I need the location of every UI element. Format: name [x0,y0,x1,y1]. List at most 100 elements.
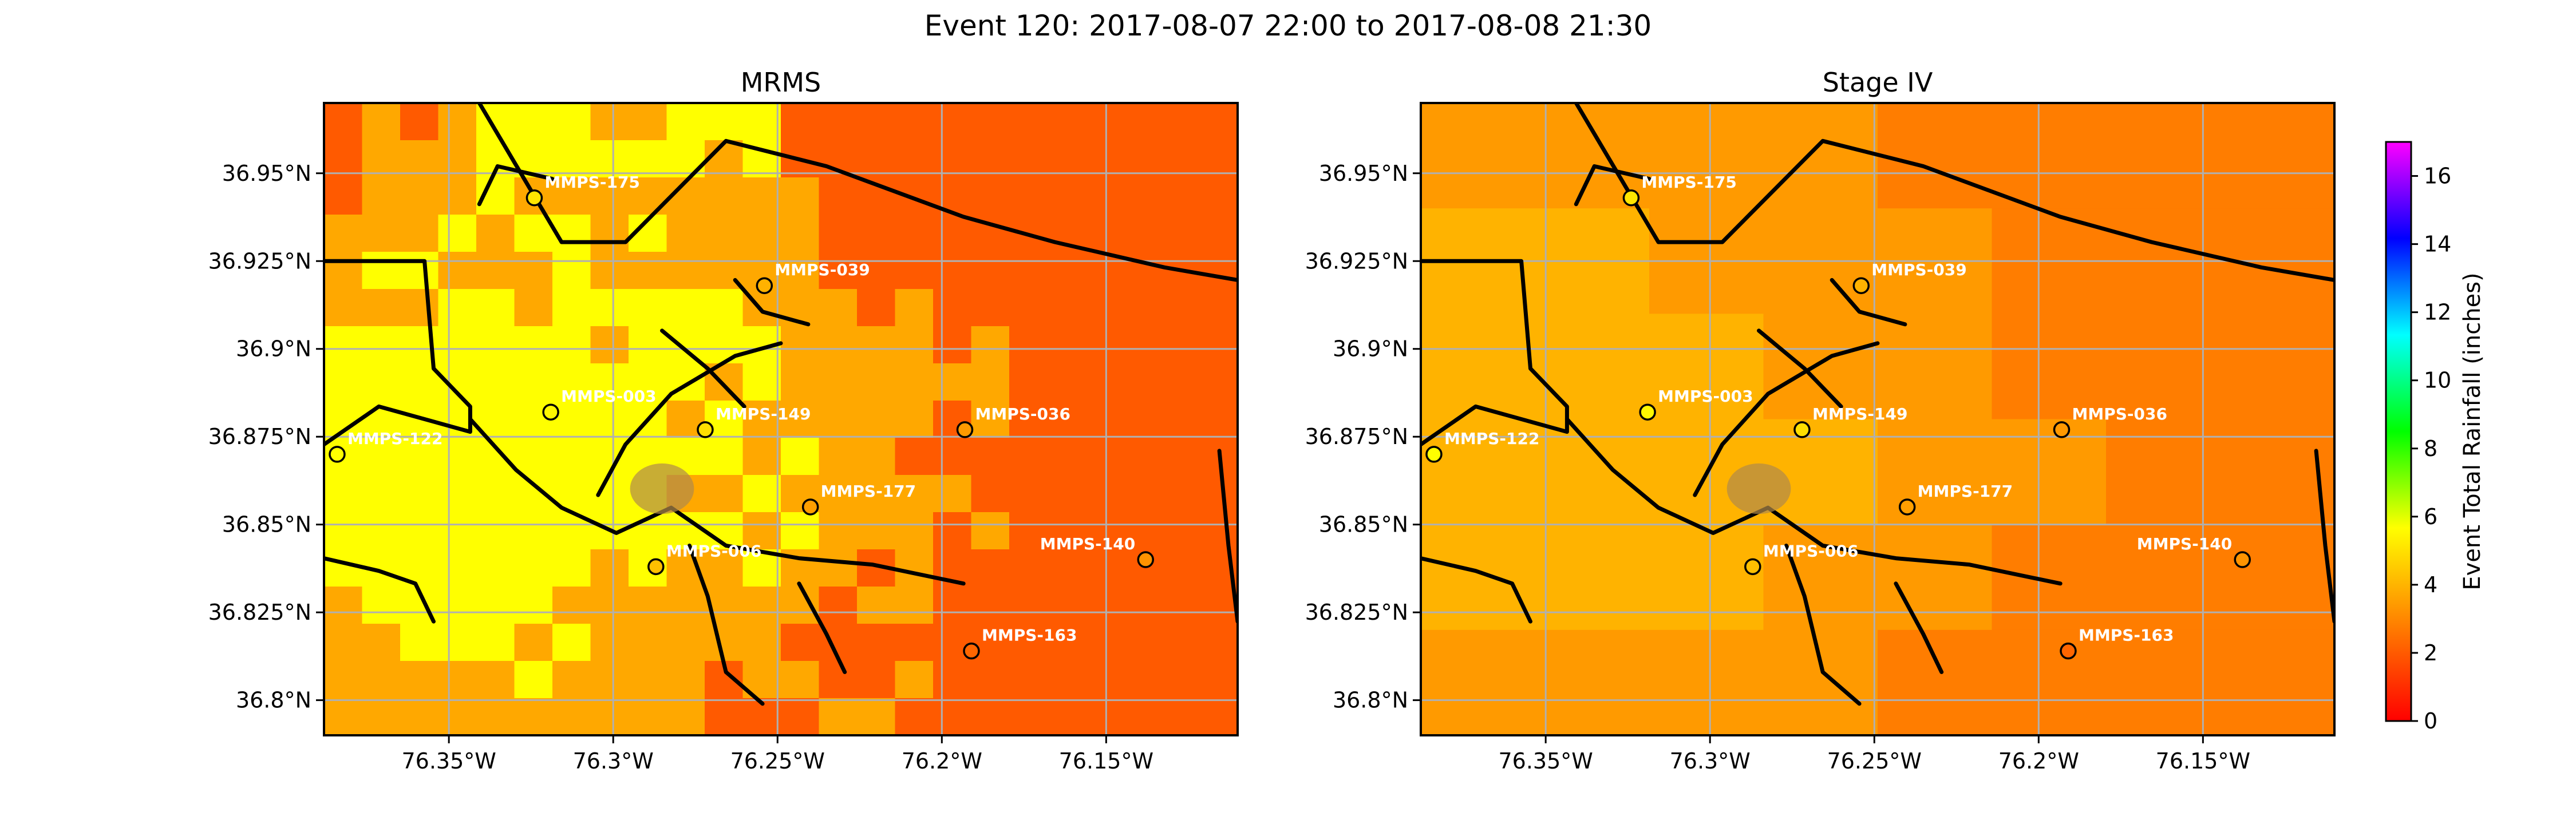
station-marker[interactable] [956,421,974,438]
station-marker[interactable] [329,446,346,463]
raster-cell [1199,140,1238,178]
raster-cell [2220,629,2334,735]
raster-cell [1199,512,1238,550]
raster-cell [1047,624,1086,661]
raster-cell [1047,475,1086,513]
raster-cell [971,103,1010,141]
raster-cell [1199,252,1238,290]
raster-cell [590,140,629,178]
raster-cell [895,363,934,401]
raster-cell [933,326,972,364]
station-mmps-177[interactable]: MMPS-177 [801,482,916,516]
station-marker[interactable] [2234,551,2251,568]
raster-cell [590,289,629,327]
station-marker[interactable] [647,558,665,576]
station-label: MMPS-006 [666,541,761,560]
station-marker[interactable] [542,403,559,421]
coastline-segment [477,103,1238,282]
station-label: MMPS-140 [2137,534,2232,553]
raster-cell [819,252,858,290]
raster-cell [1085,587,1124,624]
station-mmps-006[interactable]: MMPS-006 [1744,541,1858,576]
station-marker[interactable] [963,642,980,660]
raster-cell [971,252,1010,290]
station-mmps-149[interactable]: MMPS-149 [1793,405,1907,438]
station-marker[interactable] [2053,421,2071,438]
raster-cell [895,549,934,587]
station-marker[interactable] [756,277,773,294]
raster-cell [895,401,934,438]
raster-cell [1763,314,1878,420]
station-mmps-036[interactable]: MMPS-036 [956,405,1070,438]
raster-cell [590,438,629,476]
raster-cell [895,215,934,252]
raster-cell [324,103,363,141]
station-mmps-039[interactable]: MMPS-039 [756,260,870,294]
station-mmps-003[interactable]: MMPS-003 [1639,387,1753,421]
station-mmps-122[interactable]: MMPS-122 [1425,429,1539,463]
raster-cell [1123,326,1162,364]
station-marker[interactable] [1137,551,1155,568]
station-marker[interactable] [2060,642,2077,660]
raster-cell [476,215,515,252]
raster-cell [400,698,439,735]
raster-cell [2106,629,2221,735]
station-mmps-175[interactable]: MMPS-175 [526,173,640,207]
map-panel-1: MMPS-175 MMPS-039 MMPS-003 MMPS-149 MMPS-036… [208,67,1239,774]
station-mmps-003[interactable]: MMPS-003 [542,387,657,421]
coastline-segment [797,581,847,674]
raster-cell [1009,512,1048,550]
raster-cell [629,587,667,624]
station-mmps-149[interactable]: MMPS-149 [697,405,811,438]
raster-cell [971,401,1010,438]
raster-cell [324,661,363,699]
raster-cell [1123,475,1162,513]
station-marker[interactable] [1793,421,1811,438]
raster-cell [552,549,591,587]
y-tick-label: 36.925°N [208,248,311,274]
raster-cell [552,140,591,178]
raster-cell [1047,103,1086,141]
station-marker[interactable] [1898,498,1916,516]
raster-cell [362,326,401,364]
station-marker[interactable] [697,421,714,438]
raster-cell [933,475,972,513]
station-marker[interactable] [1639,403,1656,421]
station-mmps-006[interactable]: MMPS-006 [647,541,761,576]
station-marker[interactable] [1622,189,1640,207]
station-mmps-039[interactable]: MMPS-039 [1852,260,1967,294]
raster-cell [1161,363,1200,401]
raster-cell [857,326,896,364]
station-marker[interactable] [1425,446,1443,463]
station-marker[interactable] [1852,277,1870,294]
raster-cell [1535,314,1650,420]
station-label: MMPS-163 [2079,626,2174,645]
raster-cell [705,289,744,327]
station-mmps-175[interactable]: MMPS-175 [1622,173,1737,207]
raster-cell [629,252,667,290]
raster-cell [362,624,401,661]
raster-cell [1047,549,1086,587]
station-label: MMPS-175 [544,173,639,192]
raster-cell [1047,401,1086,438]
raster-cell [781,438,820,476]
station-mmps-122[interactable]: MMPS-122 [329,429,442,463]
station-mmps-163[interactable]: MMPS-163 [963,626,1077,660]
raster-cell [1123,215,1162,252]
y-tick-label: 36.8°N [1333,688,1408,713]
raster-cell [857,661,896,699]
station-label: MMPS-003 [561,387,656,406]
raster-cell [438,661,477,699]
raster-cell [1878,314,1993,420]
raster-cell [1123,363,1162,401]
station-marker[interactable] [1744,558,1761,576]
station-mmps-163[interactable]: MMPS-163 [2060,626,2174,660]
station-marker[interactable] [526,189,543,207]
station-mmps-177[interactable]: MMPS-177 [1898,482,2013,516]
raster-cell [438,549,477,587]
station-mmps-036[interactable]: MMPS-036 [2053,405,2167,438]
station-marker[interactable] [801,498,819,516]
station-mmps-140[interactable]: MMPS-140 [2137,534,2251,568]
station-mmps-140[interactable]: MMPS-140 [1040,534,1155,568]
raster-cell [1421,103,1536,209]
